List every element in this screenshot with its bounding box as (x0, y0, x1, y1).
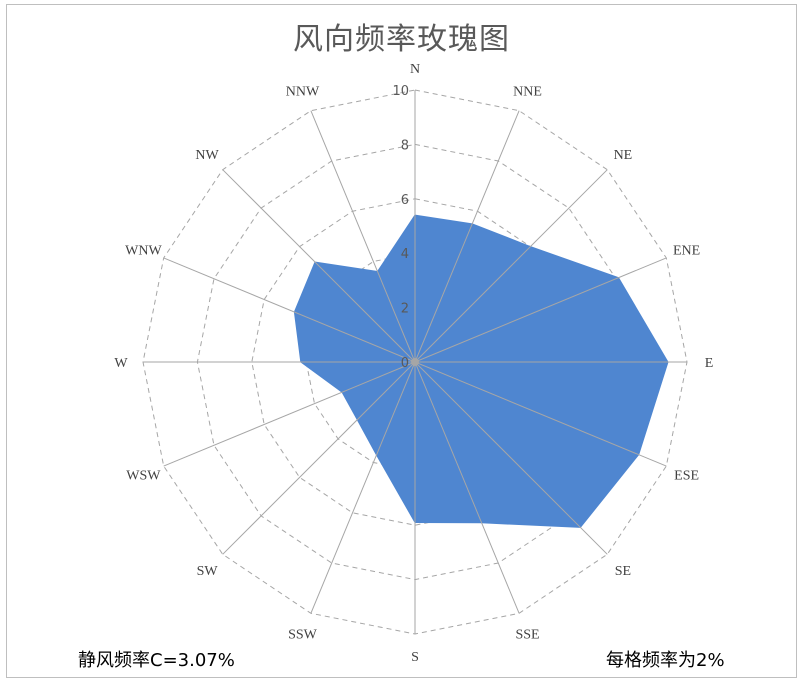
direction-label-wnw: WNW (125, 244, 162, 259)
direction-label-wsw: WSW (126, 469, 161, 484)
spoke-sse (414, 361, 520, 614)
series-area (293, 214, 669, 528)
spoke-nw (222, 169, 416, 363)
chart-title: 风向频率玫瑰图 (293, 22, 510, 57)
r-tick-label: 6 (401, 193, 409, 208)
spoke-ne (414, 169, 608, 363)
spoke-ssw (310, 361, 416, 614)
direction-label-ese: ESE (674, 469, 699, 484)
spoke-se (414, 361, 608, 555)
direction-label-nw: NW (195, 148, 219, 163)
spoke-wnw (163, 257, 416, 363)
direction-label-n: N (410, 62, 420, 77)
direction-label-ssw: SSW (288, 628, 318, 643)
r-tick-label: 10 (392, 84, 409, 99)
direction-label-nnw: NNW (286, 84, 320, 99)
r-tick-label: 4 (401, 247, 409, 262)
grid-ring (251, 198, 579, 526)
direction-label-se: SE (615, 564, 631, 579)
r-tick-label: 2 (401, 302, 409, 317)
direction-label-w: W (114, 356, 128, 371)
direction-label-e: E (705, 356, 714, 371)
spoke-nne (414, 110, 520, 363)
r-tick-label: 0 (401, 356, 409, 371)
spoke-nnw (310, 110, 416, 363)
center-dot (411, 358, 419, 366)
direction-label-ne: NE (614, 148, 633, 163)
grid-step-note: 每格频率为2% (606, 650, 725, 671)
direction-label-sw: SW (197, 564, 219, 579)
spoke-sw (222, 361, 416, 555)
direction-label-sse: SSE (515, 628, 539, 643)
direction-label-s: S (411, 650, 419, 665)
spoke-ene (414, 257, 667, 363)
calm-frequency-note: 静风频率C=3.07% (78, 650, 235, 671)
direction-label-nne: NNE (513, 84, 542, 99)
spoke-ese (414, 361, 667, 467)
radar-spokes (143, 90, 687, 634)
spoke-wsw (163, 361, 416, 467)
r-tick-label: 8 (401, 138, 409, 153)
direction-label-ene: ENE (673, 244, 700, 259)
